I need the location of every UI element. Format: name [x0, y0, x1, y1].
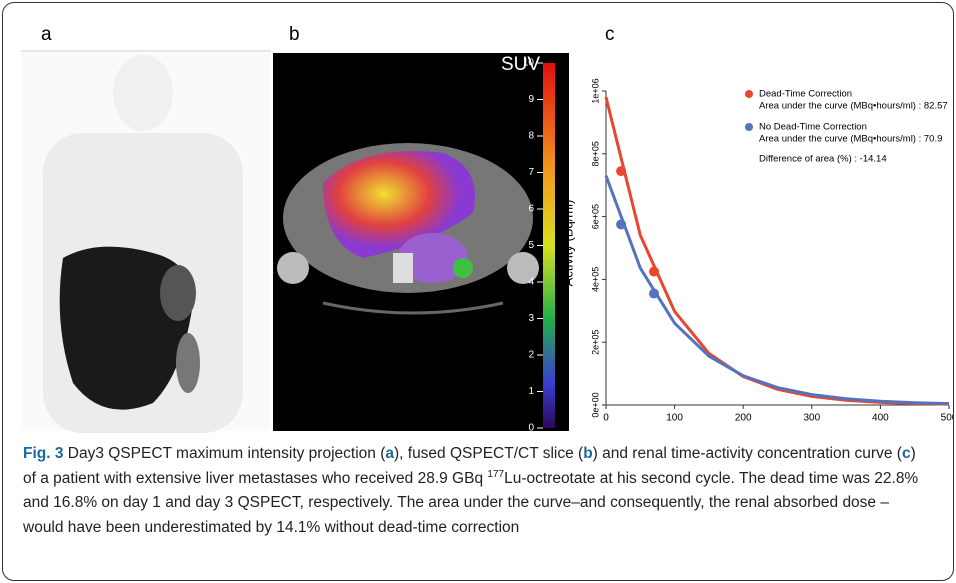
x-tick-label: 300	[803, 413, 820, 424]
legend-label: No Dead-Time Correction	[759, 122, 867, 133]
data-point	[649, 266, 660, 277]
colorbar-tick-label: 10	[523, 58, 535, 69]
caption-text: ) of a patient with extensive liver meta…	[23, 445, 916, 487]
caption-text: ) and renal time-activity concentration …	[592, 445, 902, 462]
colorbar-tick-label: 2	[528, 350, 534, 361]
annotation: Difference of area (%) : -14.14	[759, 154, 887, 165]
caption-text: 177	[487, 468, 505, 480]
caption-text: b	[583, 445, 593, 462]
data-point	[616, 219, 627, 230]
colorbar-tick-label: 0	[528, 423, 534, 433]
caption-text: c	[901, 445, 911, 462]
x-tick-label: 0	[603, 413, 609, 424]
panel-label: c	[605, 24, 615, 45]
colorbar-tick-label: 7	[528, 167, 534, 178]
panel-label: b	[289, 24, 300, 45]
x-tick-label: 200	[735, 413, 752, 424]
figure-panels: a b c SUV 0 1 2 3 4 5 6 7 8 9 10 0e+00 2e+05 4e+05 6e+…	[21, 24, 953, 433]
caption-text: a	[385, 445, 394, 462]
colorbar-tick-label: 9	[528, 94, 534, 105]
series-line	[604, 175, 950, 406]
x-tick-label: 400	[872, 413, 889, 424]
data-point	[616, 166, 627, 177]
caption-text: Day3 QSPECT maximum intensity projection…	[63, 445, 386, 462]
colorbar-tick-label: 8	[528, 131, 534, 142]
y-tick-label: 1e+06	[590, 78, 600, 103]
colorbar-tick-label: 6	[528, 204, 534, 215]
y-tick-label: 6e+05	[590, 204, 600, 229]
legend-label: Dead-Time Correction	[759, 89, 852, 100]
y-tick-label: 2e+05	[590, 330, 600, 355]
legend-marker	[745, 123, 753, 131]
mip-image	[21, 53, 271, 433]
caption-text: ), fused QSPECT/CT slice (	[393, 445, 584, 462]
x-tick-label: 100	[666, 413, 683, 424]
y-tick-label: 0e+00	[590, 392, 600, 417]
y-tick-label: 4e+05	[590, 267, 600, 292]
legend-note: Area under the curve (MBq•hours/ml) : 82…	[759, 101, 948, 112]
caption: Fig. 3 Day3 QSPECT maximum intensity pro…	[23, 442, 923, 540]
panel-label: a	[41, 24, 52, 45]
colorbar-tick-label: 5	[528, 240, 534, 251]
x-tick-label: 500	[941, 413, 953, 424]
colorbar-tick-label: 3	[528, 313, 534, 324]
caption-text: Fig. 3	[23, 445, 64, 462]
y-tick-label: 8e+05	[590, 141, 600, 166]
legend-note: Area under the curve (MBq•hours/ml) : 70…	[759, 134, 942, 145]
fused-image	[273, 53, 569, 431]
colorbar-title: SUV	[501, 54, 540, 75]
data-point	[649, 288, 660, 299]
colorbar-tick-label: 1	[528, 386, 534, 397]
colorbar-tick-label: 4	[528, 277, 534, 288]
legend-marker	[745, 90, 753, 98]
caption-text: Lu-octreotate at his second cycle. The d…	[23, 469, 919, 536]
y-axis-title: Activity (Bq/ml)	[560, 200, 575, 287]
